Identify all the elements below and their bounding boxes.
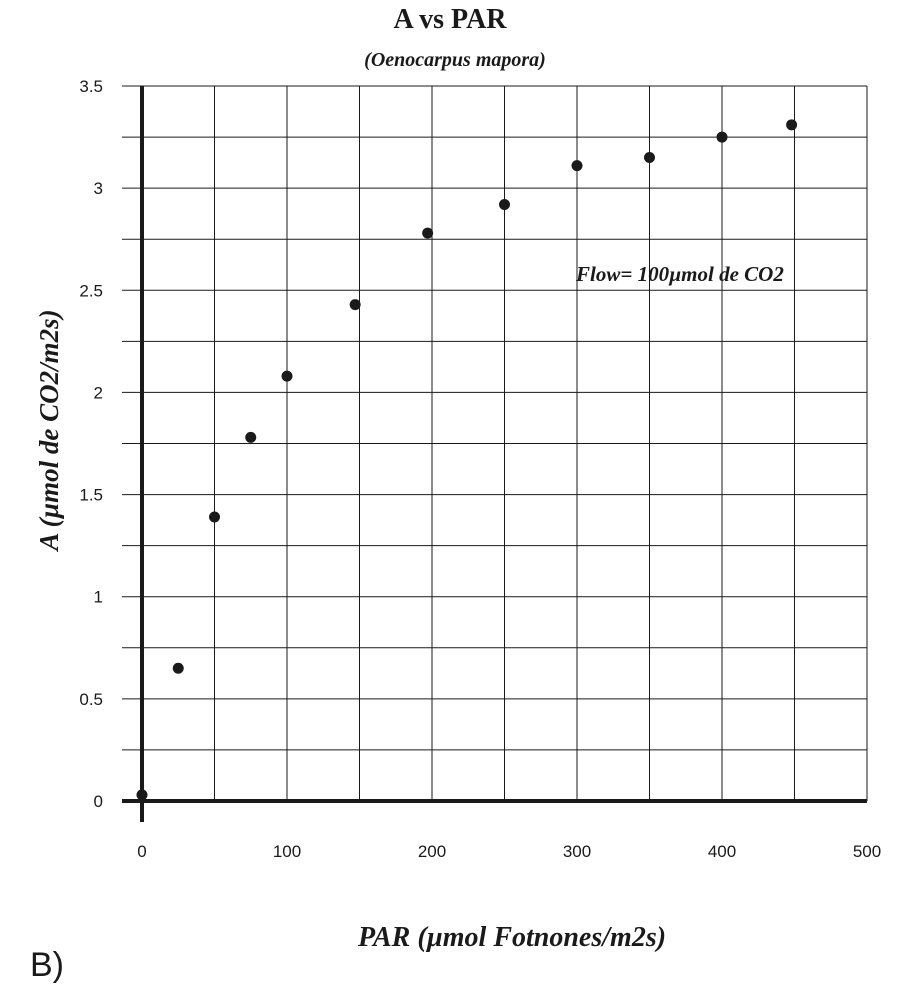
axes bbox=[122, 86, 867, 822]
y-tick-label: 0 bbox=[94, 792, 103, 811]
x-tick-label: 0 bbox=[137, 842, 146, 861]
x-tick-label: 300 bbox=[563, 842, 591, 861]
grid bbox=[122, 85, 868, 802]
data-point bbox=[786, 119, 798, 131]
y-tick-label: 1 bbox=[94, 588, 103, 607]
panel-label: B) bbox=[30, 946, 64, 984]
x-tick-label: 500 bbox=[853, 842, 881, 861]
chart-title: A vs PAR bbox=[393, 4, 507, 35]
y-tick-label: 3 bbox=[94, 179, 103, 198]
data-points bbox=[136, 119, 798, 801]
x-tick-label: 400 bbox=[708, 842, 736, 861]
data-point bbox=[716, 131, 728, 143]
chart-subtitle: (Oenocarpus mapora) bbox=[364, 49, 546, 71]
data-point bbox=[644, 152, 655, 163]
data-point bbox=[349, 299, 361, 311]
y-tick-label: 1.5 bbox=[79, 486, 103, 505]
data-point bbox=[172, 662, 184, 674]
y-tick-label: 0.5 bbox=[79, 690, 103, 709]
y-tick-label: 2.5 bbox=[79, 281, 103, 300]
data-point bbox=[422, 227, 434, 239]
data-point bbox=[281, 370, 293, 382]
data-point bbox=[571, 160, 583, 172]
x-tick-label: 200 bbox=[418, 842, 446, 861]
data-point bbox=[499, 198, 510, 210]
y-tick-label: 3.5 bbox=[79, 77, 103, 96]
y-axis-label: A (µmol de CO2/m2s) bbox=[34, 309, 64, 552]
x-tick-label: 100 bbox=[273, 842, 301, 861]
data-point bbox=[209, 511, 220, 523]
tick-labels: 0 100 200 300 400 500 0 0.5 1 1.5 2 2.5 3 3.5 bbox=[79, 77, 881, 861]
y-tick-label: 2 bbox=[94, 383, 103, 402]
x-axis-label: PAR (µmol Fotnones/m2s) bbox=[357, 922, 666, 953]
data-point bbox=[245, 431, 257, 443]
flow-annotation: Flow= 100µmol de CO2 bbox=[575, 262, 784, 286]
data-point bbox=[136, 789, 148, 801]
